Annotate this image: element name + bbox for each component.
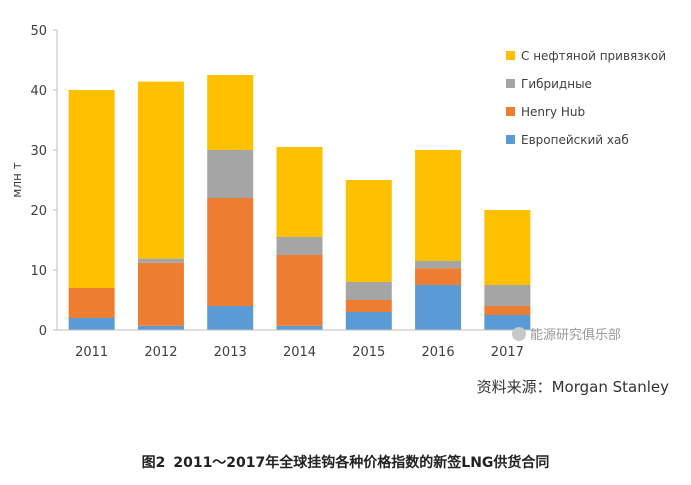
bar-segment: [207, 306, 254, 330]
stacked-bar-chart: 0 10 20 30 40 50 млн т 2011 2012 2013 2014 2015 2016…: [10, 24, 666, 360]
watermark: 能源研究俱乐部: [512, 324, 621, 343]
y-tick-label: 30: [30, 144, 47, 159]
bar-segment: [276, 255, 323, 326]
bar-segment: [415, 261, 462, 269]
y-axis-label: млн т: [10, 162, 24, 197]
bar-segment: [137, 325, 184, 330]
bar-segment: [345, 312, 392, 330]
bar-segment: [68, 90, 115, 288]
bar-segment: [207, 75, 254, 150]
legend-label: Гибридные: [521, 77, 592, 91]
x-tick-label: 2017: [491, 345, 524, 360]
bar-segment: [415, 150, 462, 261]
x-tick-label: 2012: [144, 345, 177, 360]
watermark-text: 能源研究俱乐部: [530, 328, 622, 343]
source-note: 资料来源：Morgan Stanley: [476, 378, 669, 396]
x-tick-label: 2014: [283, 345, 316, 360]
bar-segment: [415, 268, 462, 285]
legend-label: Европейский хаб: [521, 133, 629, 147]
legend-swatch: [506, 51, 515, 60]
bar-segment: [68, 318, 115, 330]
bar-segment: [345, 282, 392, 300]
y-tick-label: 0: [39, 324, 47, 339]
legend-label: Henry Hub: [521, 105, 585, 119]
y-tick-label: 50: [30, 24, 47, 39]
x-tick-label: 2016: [422, 345, 455, 360]
bar-segment: [276, 325, 323, 330]
bar-segment: [484, 210, 531, 285]
bar-segment: [345, 300, 392, 312]
bar-segment: [484, 315, 531, 330]
bar-segment: [484, 285, 531, 306]
bar-segment: [68, 288, 115, 318]
y-tick-label: 40: [30, 84, 47, 99]
bar-segment: [345, 180, 392, 282]
legend-swatch: [506, 135, 515, 144]
bar-segment: [137, 262, 184, 326]
y-tick-label: 20: [30, 204, 47, 219]
bar-segment: [484, 306, 531, 315]
bar-segment: [276, 147, 323, 237]
bar-segment: [137, 258, 184, 263]
figure-caption: 图2 2011～2017年全球挂钩各种价格指数的新签LNG供货合同: [0, 452, 691, 472]
bar-segment: [137, 81, 184, 259]
legend-label: С нефтяной привязкой: [521, 49, 666, 63]
figure-label: 图2: [141, 455, 166, 471]
bar-segment: [207, 150, 254, 198]
legend-swatch: [506, 79, 515, 88]
figure-title: 2011～2017年全球挂钩各种价格指数的新签LNG供货合同: [173, 455, 550, 471]
wechat-icon: [512, 327, 526, 341]
bar-segment: [276, 237, 323, 255]
legend-swatch: [506, 107, 515, 116]
y-tick-label: 10: [30, 264, 47, 279]
bar-segment: [415, 285, 462, 330]
x-tick-label: 2013: [214, 345, 247, 360]
bar-segment: [207, 198, 254, 306]
x-tick-label: 2011: [75, 345, 108, 360]
x-tick-label: 2015: [352, 345, 385, 360]
